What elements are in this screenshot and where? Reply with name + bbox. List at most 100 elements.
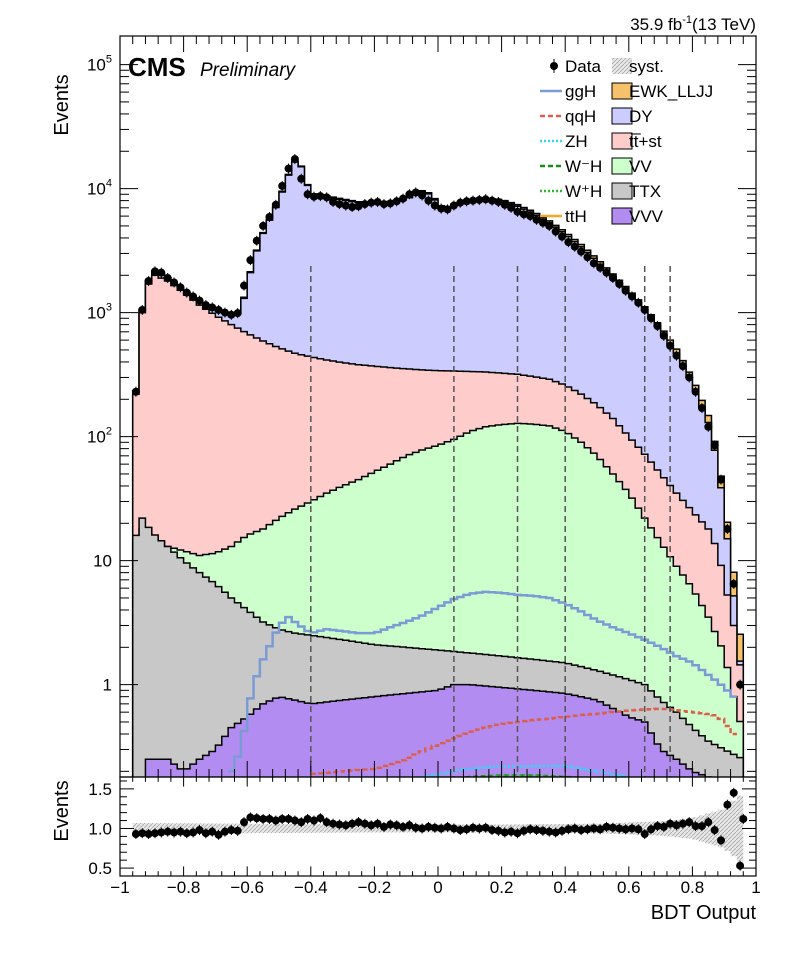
data-point xyxy=(430,201,439,210)
data-point xyxy=(411,188,420,197)
legend-label-tth: ttH xyxy=(565,207,587,226)
ratio-point xyxy=(150,829,159,838)
ratio-point xyxy=(265,814,274,823)
data-point xyxy=(564,238,573,247)
data-point xyxy=(297,174,306,183)
x-tick-label: −1 xyxy=(110,878,129,897)
data-point xyxy=(526,212,535,221)
legend-label-ttx: TTX xyxy=(629,182,661,201)
ratio-point xyxy=(532,826,541,835)
xaxis-label: BDT Output xyxy=(651,902,757,924)
legend-label-tt-st: tt̅+st xyxy=(629,132,662,151)
legend-label-qqh: qqH xyxy=(565,107,596,126)
data-point xyxy=(551,227,560,236)
data-point xyxy=(710,441,719,450)
data-point xyxy=(163,274,172,283)
data-point xyxy=(596,263,605,272)
data-point xyxy=(704,422,713,431)
ratio-point xyxy=(647,825,656,834)
ratio-point xyxy=(627,824,636,833)
ratio-point xyxy=(570,824,579,833)
ratio-point xyxy=(558,826,567,835)
ratio-point xyxy=(475,824,484,833)
data-point xyxy=(252,236,261,245)
legend-swatch-syst- xyxy=(612,58,632,74)
data-point xyxy=(392,197,401,206)
ratio-point xyxy=(653,822,662,831)
y-tick-label-exponent: 5 xyxy=(106,54,112,66)
data-point xyxy=(717,475,726,484)
ratio-point xyxy=(456,826,465,835)
ratio-point xyxy=(596,825,605,834)
ratio-point xyxy=(157,828,166,837)
y-tick-label-base: 10 xyxy=(87,180,106,199)
ratio-point xyxy=(488,826,497,835)
legend-swatch-dy xyxy=(611,107,633,125)
x-tick-label: −0.4 xyxy=(294,878,328,897)
data-point xyxy=(456,198,465,207)
legend-swatch-tt-st xyxy=(611,132,633,150)
data-point xyxy=(367,198,376,207)
data-point xyxy=(131,387,140,396)
data-point xyxy=(685,373,694,382)
data-point xyxy=(659,331,668,340)
signal-qqh xyxy=(310,707,737,776)
legend-label-w-h: W⁺H xyxy=(565,182,602,201)
ratio-point xyxy=(348,819,357,828)
ratio-point xyxy=(685,818,694,827)
ratio-point xyxy=(297,818,306,827)
legend-marker-data xyxy=(550,62,558,70)
ratio-point xyxy=(252,814,261,823)
data-point xyxy=(335,200,344,209)
y-tick-label-exponent: 4 xyxy=(106,178,112,190)
y-tick-label: 105 xyxy=(87,54,112,75)
ratio-point xyxy=(589,824,598,833)
data-point xyxy=(462,197,471,206)
ratio-point xyxy=(278,814,287,823)
data-point xyxy=(220,308,229,317)
ratio-point xyxy=(481,823,490,832)
data-point xyxy=(399,194,408,203)
legend-label-w-h: W⁻H xyxy=(565,157,602,176)
ratio-point xyxy=(360,819,369,828)
ratio-point xyxy=(608,823,617,832)
ratio-point xyxy=(246,813,255,822)
data-point xyxy=(157,268,166,277)
lumi-exponent: -1 xyxy=(682,14,692,26)
data-point xyxy=(437,204,446,213)
data-point xyxy=(341,201,350,210)
data-point xyxy=(379,200,388,209)
data-point xyxy=(602,268,611,277)
data-point xyxy=(329,197,338,206)
ratio-point xyxy=(500,828,509,837)
ratio-point xyxy=(189,828,198,837)
data-point xyxy=(373,197,382,206)
data-point xyxy=(647,314,656,323)
data-point xyxy=(227,310,236,319)
legend-label-vv: VV xyxy=(629,157,652,176)
y-tick-label: 104 xyxy=(87,178,112,199)
ratio-point xyxy=(513,829,522,838)
ratio-point xyxy=(233,826,242,835)
legend-label-data: Data xyxy=(565,57,601,76)
ratio-point xyxy=(271,816,280,825)
data-point xyxy=(138,305,147,314)
ratio-point xyxy=(240,818,249,827)
data-point xyxy=(507,203,516,212)
legend-swatch-ttx xyxy=(611,182,633,200)
ratio-point xyxy=(176,827,185,836)
ratio-point xyxy=(201,829,210,838)
ratio-point xyxy=(131,830,140,839)
ratio-point xyxy=(303,814,312,823)
data-point xyxy=(532,215,541,224)
ratio-point xyxy=(678,819,687,828)
ratio-point xyxy=(335,820,344,829)
y-tick-label-exponent: 2 xyxy=(106,426,112,438)
x-tick-label: 0.4 xyxy=(553,878,577,897)
x-tick-label: 1 xyxy=(751,878,760,897)
data-point xyxy=(284,164,293,173)
ratio-point xyxy=(354,818,363,827)
ratio-point xyxy=(284,814,293,823)
lumi-label: 35.9 fb-1 xyxy=(630,14,692,34)
ratio-point xyxy=(411,823,420,832)
